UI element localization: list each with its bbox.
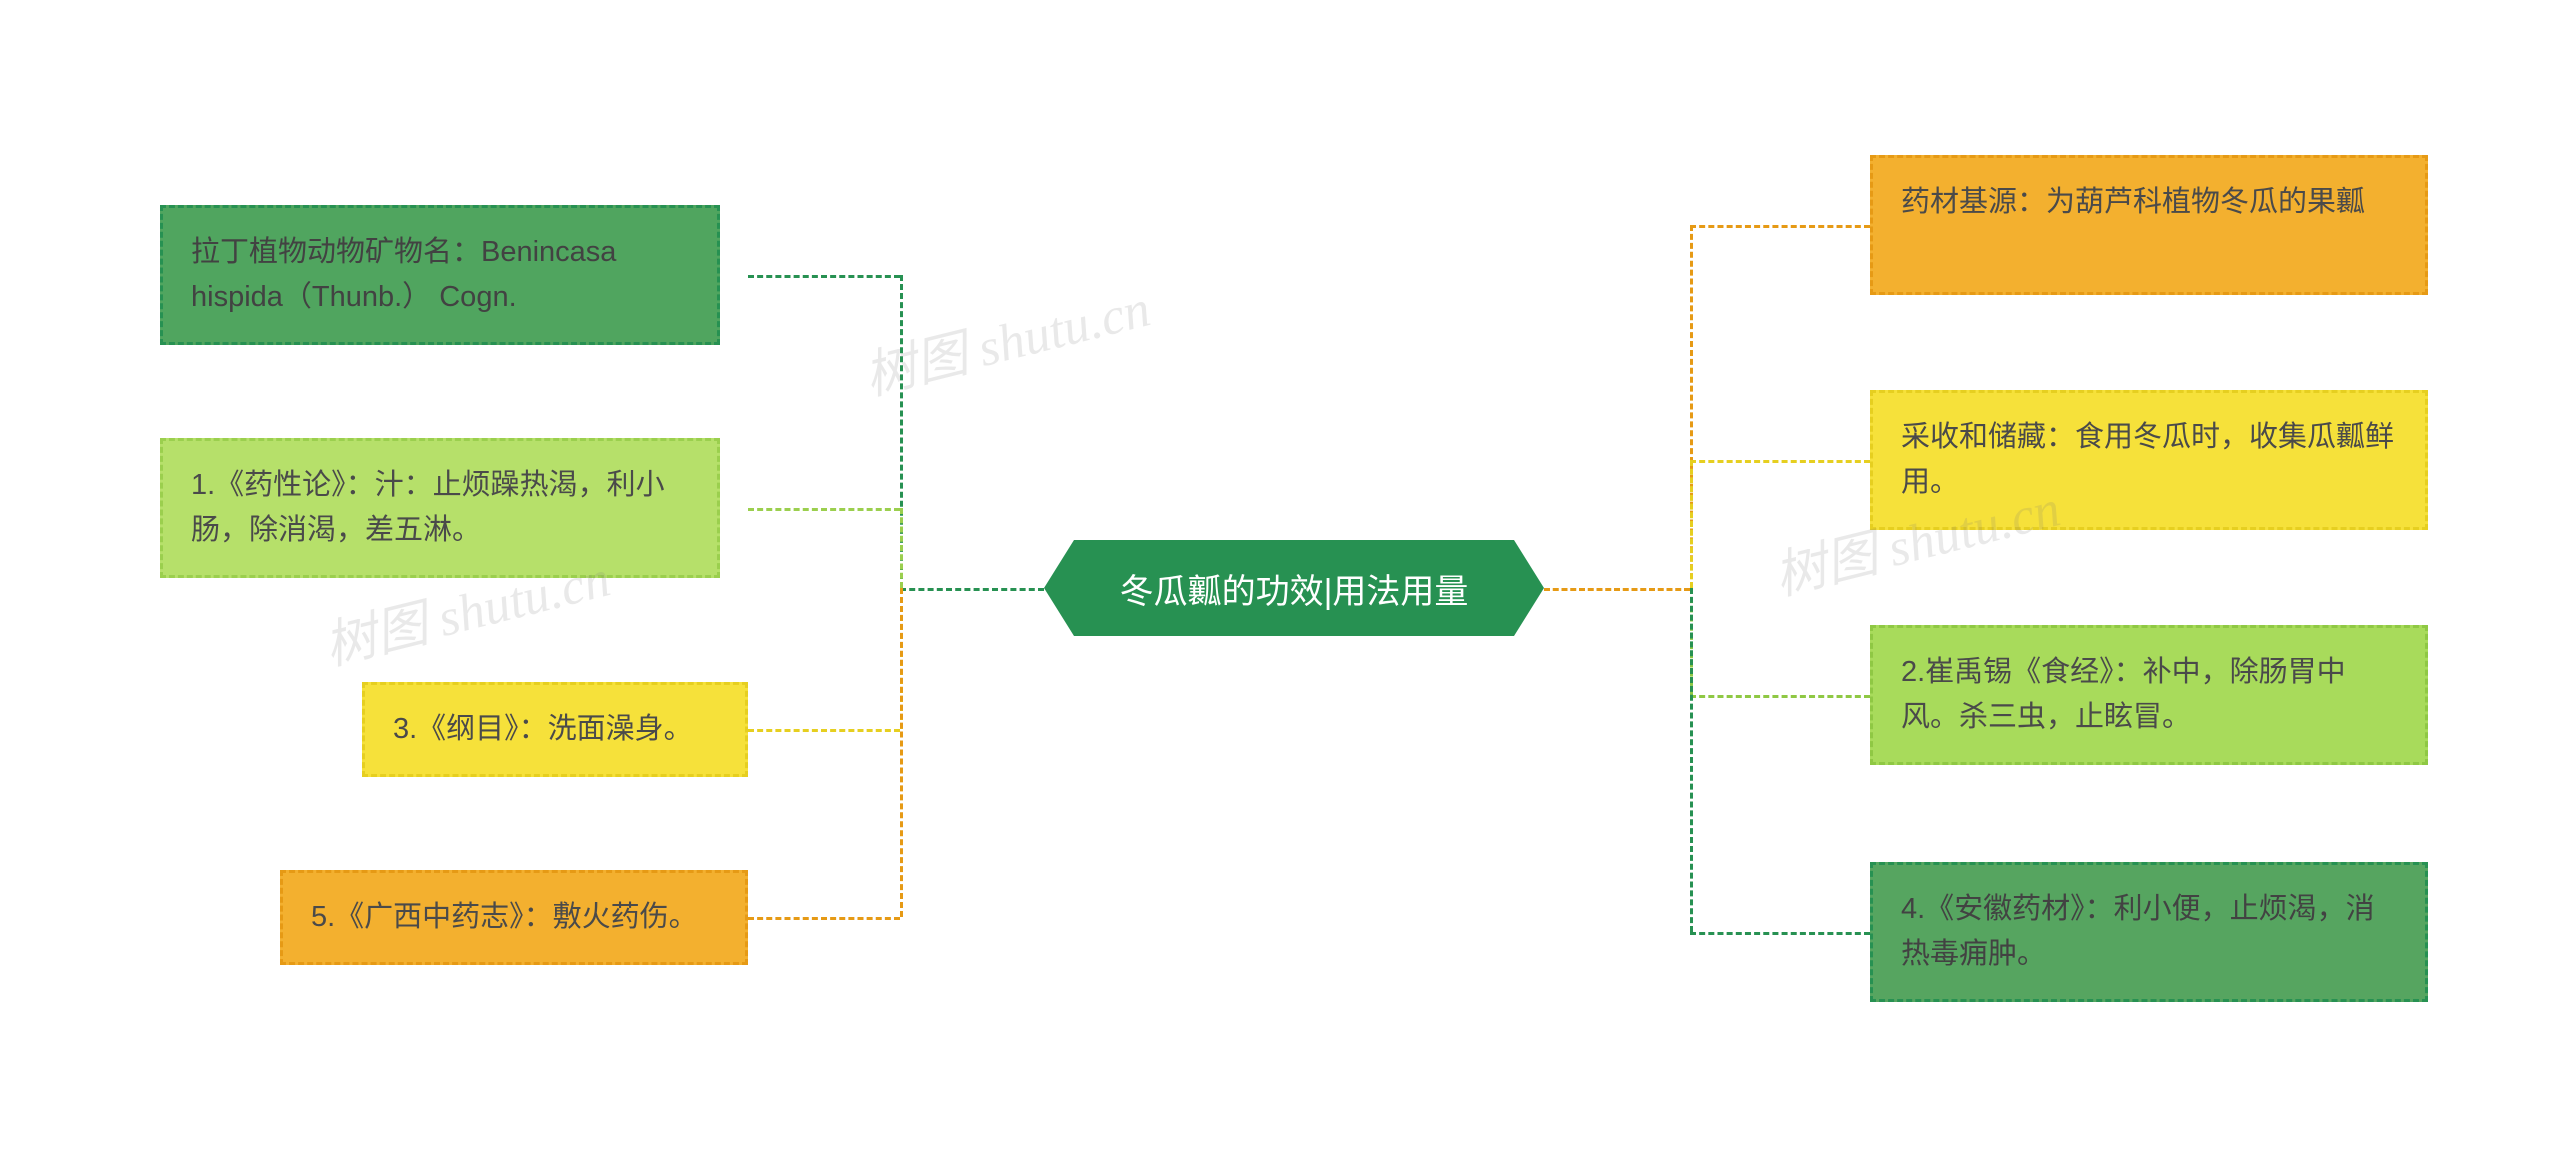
center-node: 冬瓜瓤的功效|用法用量: [1044, 540, 1544, 636]
mindmap-canvas: 冬瓜瓤的功效|用法用量 拉丁植物动物矿物名：Benincasa hispida（…: [0, 0, 2560, 1169]
right-node-2: 2.崔禹锡《食经》：补中，除肠胃中风。杀三虫，止眩冒。: [1870, 625, 2428, 765]
left-node-1: 1.《药性论》：汁：止烦躁热渴，利小肠，除消渴，差五淋。: [160, 438, 720, 578]
left-node-2: 3.《纲目》：洗面澡身。: [362, 682, 748, 777]
right-node-0: 药材基源：为葫芦科植物冬瓜的果瓤: [1870, 155, 2428, 295]
left-node-0: 拉丁植物动物矿物名：Benincasa hispida（Thunb.） Cogn…: [160, 205, 720, 345]
right-node-3: 4.《安徽药材》：利小便，止烦渴，消热毒痈肿。: [1870, 862, 2428, 1002]
left-node-3: 5.《广西中药志》：敷火药伤。: [280, 870, 748, 965]
right-node-1: 采收和储藏：食用冬瓜时，收集瓜瓤鲜用。: [1870, 390, 2428, 530]
